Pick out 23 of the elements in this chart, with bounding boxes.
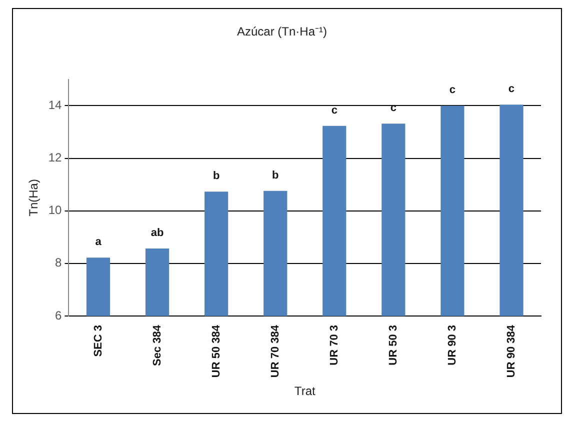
annotation: a (95, 236, 102, 248)
annotation: c (331, 104, 338, 116)
x-tick-label: UR 50 384 (210, 324, 222, 378)
x-tick-label: Sec 384 (151, 324, 164, 366)
annotation: b (212, 170, 220, 182)
annotation: c (508, 83, 515, 96)
y-tick-label: 10 (48, 203, 62, 218)
y-axis-title: Tn(Ha) (26, 179, 41, 216)
x-axis-title: Trat (294, 384, 316, 398)
y-tick-label: 6 (55, 308, 62, 322)
annotation: c (449, 84, 456, 96)
annotation: b (272, 169, 279, 182)
x-tick-label: UR 90 384 (506, 324, 518, 378)
annotation: ab (150, 226, 164, 239)
x-tick-label: UR 90 3 (446, 325, 458, 366)
x-tick-label: SEC 3 (92, 325, 104, 357)
chart-title: Azúcar (Tn·Ha⁻¹) (236, 24, 328, 39)
y-tick-label: 12 (48, 150, 62, 165)
x-tick-label: UR 50 3 (387, 325, 400, 366)
x-tick-label: UR 70 3 (328, 325, 340, 366)
x-tick-label: UR 70 384 (269, 324, 282, 378)
y-tick-label: 8 (55, 256, 62, 270)
y-tick-label: 14 (48, 98, 62, 112)
